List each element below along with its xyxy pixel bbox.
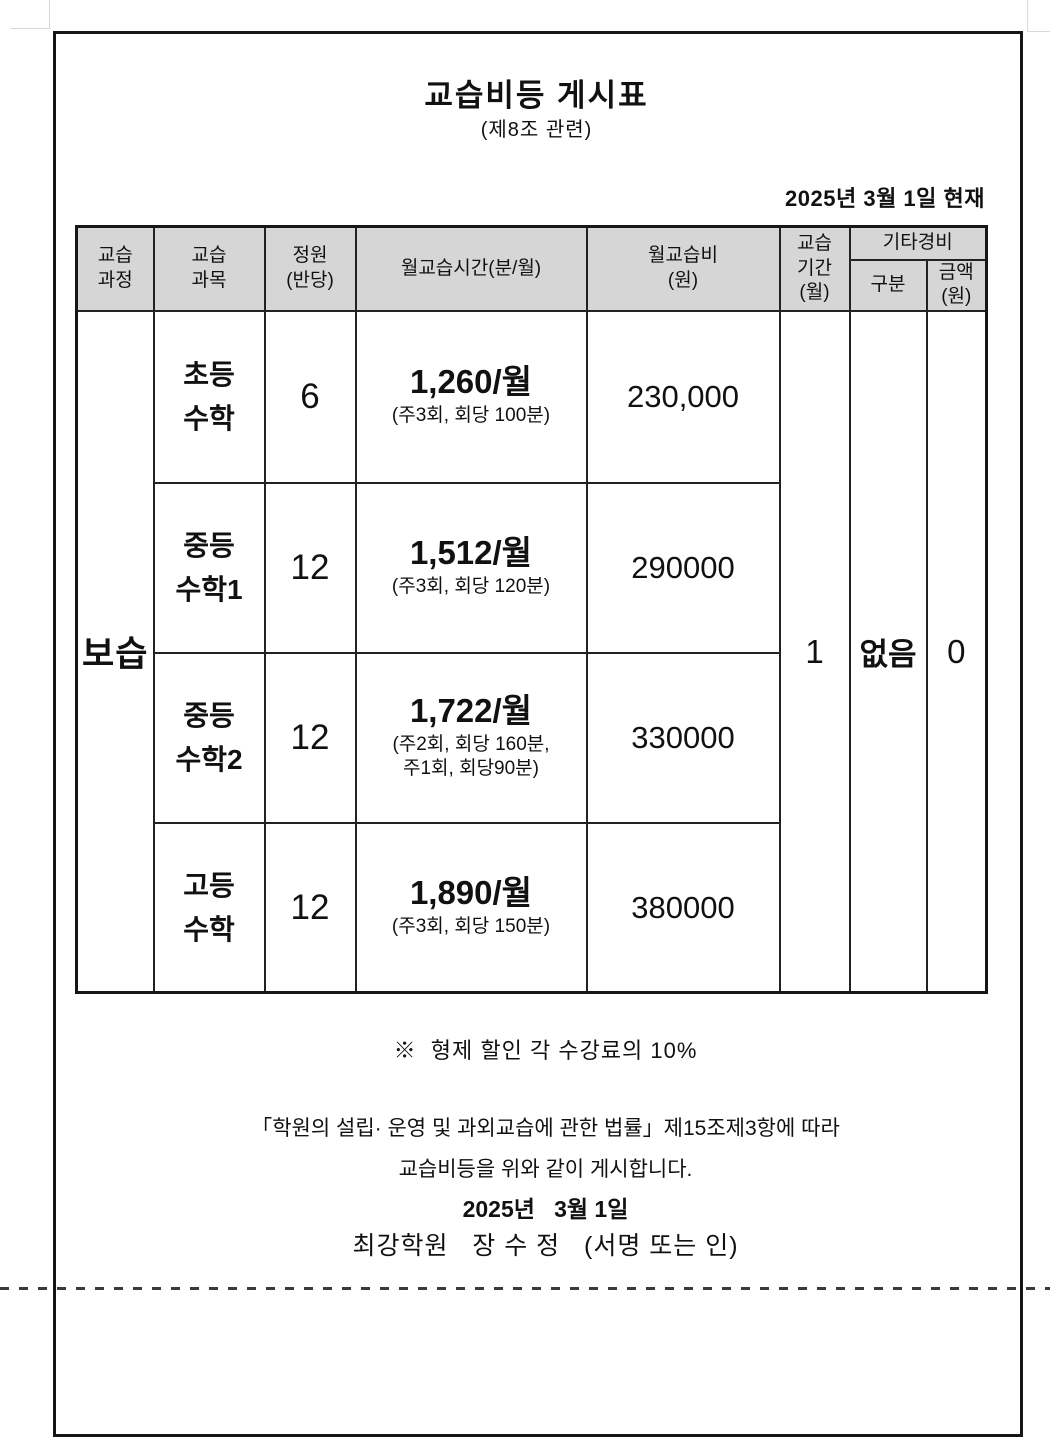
posting-statement-line: 교습비등을 위와 같이 게시합니다. bbox=[398, 1158, 693, 1181]
minutes-main: 1,722/월 bbox=[409, 691, 533, 729]
discount-note: ※ 형제 할인 각 수강료의 10% bbox=[393, 1038, 698, 1063]
tuition-fee-table: 교습 과정 교습 과목 정원 (반당) 월교습시간(분/월) 월교습비 (원) … bbox=[75, 225, 989, 995]
capacity-cell: 6 bbox=[263, 309, 357, 484]
page-subtitle: (제8조 관련) bbox=[480, 119, 593, 141]
subject-cell: 중등 수학1 bbox=[152, 481, 266, 654]
capacity-cell: 12 bbox=[263, 481, 357, 654]
signature-date: 2025년 3월 1일 bbox=[462, 1196, 629, 1222]
header-subject: 교습 과목 bbox=[152, 225, 266, 312]
fee-cell: 230,000 bbox=[585, 309, 781, 484]
other-amount-cell: 0 bbox=[925, 309, 988, 994]
other-type-cell: 없음 bbox=[848, 309, 928, 994]
page-edge-artifact bbox=[1027, 0, 1028, 31]
minutes-detail: (주3회, 회당 120분) bbox=[391, 576, 551, 598]
header-row-1: 교습 과정 교습 과목 정원 (반당) 월교습시간(분/월) 월교습비 (원) … bbox=[75, 225, 988, 312]
as-of-date: 2025년 3월 1일 현재 bbox=[785, 186, 985, 211]
header-other-type: 구분 bbox=[848, 258, 928, 312]
fee-cell: 330000 bbox=[585, 651, 781, 824]
header-monthly-fee: 월교습비 (원) bbox=[585, 225, 781, 312]
header-duration: 교습 기간 (월) bbox=[778, 225, 851, 312]
minutes-main: 1,512/월 bbox=[409, 534, 533, 572]
header-course: 교습 과정 bbox=[75, 225, 155, 312]
minutes-cell: 1,890/월 (주3회, 회당 150분) bbox=[354, 821, 588, 994]
page-edge-artifact bbox=[49, 0, 50, 29]
table-row: 중등 수학2 12 1,722/월 (주2회, 회당 160분, 주1회, 회당… bbox=[77, 651, 987, 824]
minutes-detail: (주3회, 회당 150분) bbox=[391, 915, 551, 937]
duration-cell: 1 bbox=[778, 309, 851, 994]
table-row: 고등 수학 12 1,890/월 (주3회, 회당 150분) 380000 bbox=[77, 821, 987, 994]
header-row-2: 구분 금액(원) bbox=[77, 258, 988, 312]
header-other-amount: 금액(원) bbox=[925, 258, 988, 312]
course-group-cell: 보습 bbox=[75, 309, 155, 994]
minutes-cell: 1,722/월 (주2회, 회당 160분, 주1회, 회당90분) bbox=[354, 651, 588, 824]
fee-cell: 290000 bbox=[585, 481, 781, 654]
subject-cell: 초등 수학 bbox=[152, 309, 266, 484]
subject-cell: 중등 수학2 bbox=[152, 651, 266, 824]
minutes-detail: (주2회, 회당 160분, 주1회, 회당90분) bbox=[392, 733, 550, 780]
page-edge-artifact bbox=[1027, 31, 1050, 32]
minutes-detail: (주3회, 회당 100분) bbox=[391, 405, 551, 427]
minutes-cell: 1,512/월 (주3회, 회당 120분) bbox=[354, 481, 588, 654]
fee-cell: 380000 bbox=[585, 821, 781, 994]
minutes-cell: 1,260/월 (주3회, 회당 100분) bbox=[354, 309, 588, 484]
bottom-dashed-cut-line bbox=[0, 1287, 1050, 1290]
minutes-main: 1,890/월 bbox=[409, 873, 533, 911]
header-other-expenses: 기타경비 bbox=[848, 225, 988, 261]
signature-line: 최강학원 장 수 정 (서명 또는 인) bbox=[352, 1232, 739, 1260]
page-edge-artifact bbox=[10, 28, 50, 29]
capacity-cell: 12 bbox=[263, 651, 357, 824]
minutes-main: 1,260/월 bbox=[409, 363, 533, 401]
header-monthly-minutes: 월교습시간(분/월) bbox=[354, 225, 588, 312]
capacity-cell: 12 bbox=[263, 821, 357, 994]
table-row: 중등 수학1 12 1,512/월 (주3회, 회당 120분) 290000 bbox=[77, 481, 987, 654]
header-capacity: 정원 (반당) bbox=[263, 225, 357, 312]
legal-reference-line: 「학원의 설립· 운영 및 과외교습에 관한 법률」제15조제3항에 따라 bbox=[251, 1117, 840, 1140]
page-title: 교습비등 게시표 bbox=[424, 78, 649, 113]
subject-cell: 고등 수학 bbox=[152, 821, 266, 994]
table-row: 보습 초등 수학 6 1,260/월 (주3회, 회당 100분) 230,00… bbox=[75, 309, 988, 994]
